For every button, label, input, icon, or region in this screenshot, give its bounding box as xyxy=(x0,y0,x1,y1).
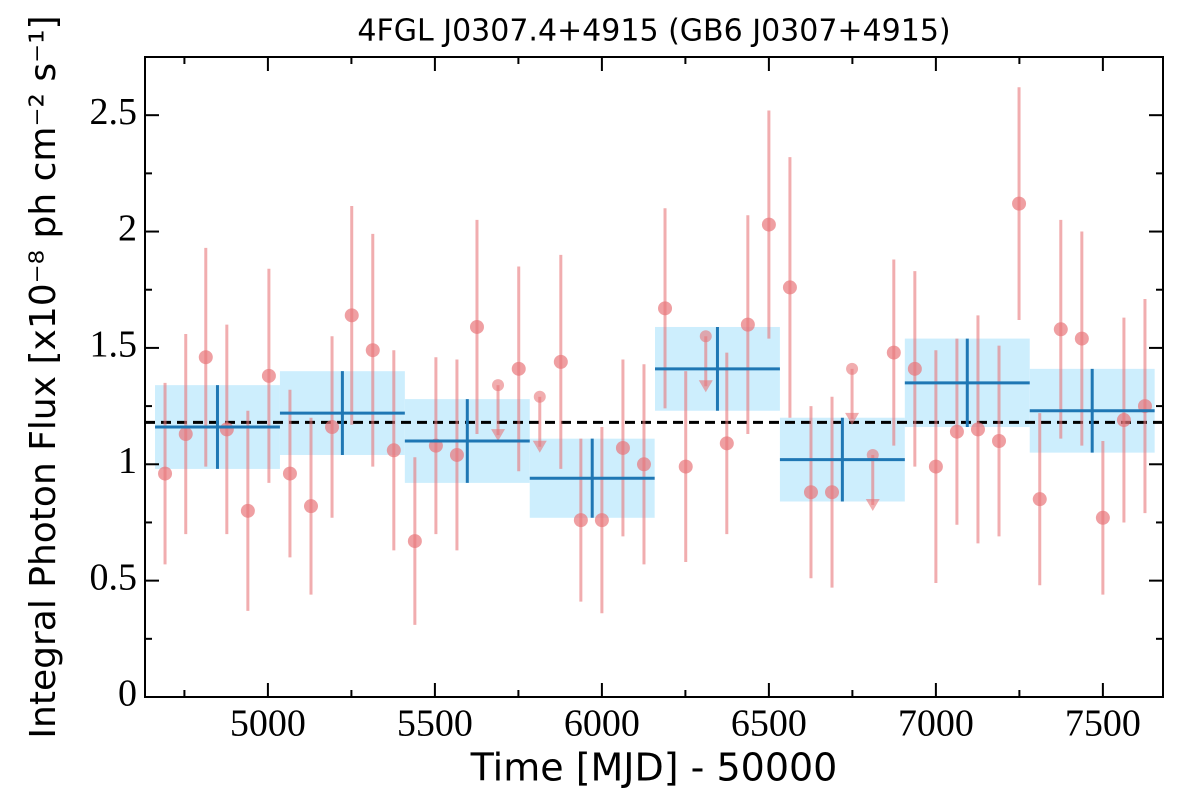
data-point xyxy=(615,440,630,455)
data-point xyxy=(553,354,568,369)
data-point xyxy=(928,459,943,474)
data-point xyxy=(407,534,422,549)
data-point xyxy=(740,317,755,332)
y-axis-label: Integral Photon Flux [x10⁻⁸ ph cm⁻² s⁻¹] xyxy=(23,15,64,738)
data-point xyxy=(303,499,318,514)
upper-limit-arrow xyxy=(845,412,860,425)
plot-frame xyxy=(144,56,1164,698)
data-point xyxy=(219,422,234,437)
data-point xyxy=(1012,196,1027,211)
data-point xyxy=(803,485,818,500)
data-point xyxy=(636,457,651,472)
x-tick-label: 6000 xyxy=(564,703,640,745)
data-point xyxy=(970,422,985,437)
x-tick-label: 7000 xyxy=(898,703,974,745)
x-axis-label: Time [MJD] - 50000 xyxy=(470,746,838,790)
data-point xyxy=(658,301,673,316)
data-point xyxy=(365,343,380,358)
y-tick-label: 1.5 xyxy=(90,324,138,366)
data-point xyxy=(1053,322,1068,337)
data-point xyxy=(825,485,840,500)
data-point xyxy=(907,361,922,376)
chart-title: 4FGL J0307.4+4915 (GB6 J0307+4915) xyxy=(357,14,950,49)
data-point xyxy=(678,459,693,474)
data-point xyxy=(949,424,964,439)
x-tick-label: 6500 xyxy=(731,703,807,745)
data-point xyxy=(240,503,255,518)
data-point xyxy=(449,447,464,462)
data-point xyxy=(782,280,797,295)
data-point xyxy=(511,361,526,376)
data-point xyxy=(261,368,276,383)
data-point xyxy=(325,420,340,435)
x-tick-label: 5500 xyxy=(397,703,473,745)
data-point xyxy=(886,345,901,360)
upper-limit-arrow xyxy=(865,498,880,511)
y-tick-label: 0.5 xyxy=(90,556,138,598)
data-point xyxy=(992,434,1007,448)
data-point xyxy=(761,217,776,232)
upper-limit-arrow xyxy=(491,429,506,442)
data-point xyxy=(469,319,484,334)
data-point xyxy=(573,513,588,528)
upper-limit xyxy=(533,390,546,403)
x-tick-label: 7500 xyxy=(1065,703,1141,745)
data-point xyxy=(594,513,609,528)
upper-limit xyxy=(699,330,712,343)
x-tick-label: 5000 xyxy=(230,703,306,745)
data-point xyxy=(178,427,193,442)
y-tick-label: 2.5 xyxy=(90,91,138,133)
data-point xyxy=(386,443,401,458)
data-point xyxy=(1095,510,1110,525)
data-point xyxy=(282,466,297,481)
data-point xyxy=(198,350,213,365)
data-point xyxy=(1074,331,1089,346)
data-point xyxy=(1116,413,1131,428)
data-point xyxy=(344,308,359,323)
y-tick-label: 0 xyxy=(118,673,137,715)
data-point xyxy=(158,466,173,481)
y-tick-label: 1 xyxy=(118,440,137,482)
upper-limit xyxy=(846,362,859,375)
upper-limit-arrow xyxy=(532,440,547,453)
upper-limit xyxy=(492,379,505,392)
data-point xyxy=(1032,492,1047,507)
data-point xyxy=(719,436,734,451)
upper-limit-arrow xyxy=(698,380,713,393)
y-tick-label: 2 xyxy=(118,207,137,249)
upper-limit xyxy=(866,448,879,461)
